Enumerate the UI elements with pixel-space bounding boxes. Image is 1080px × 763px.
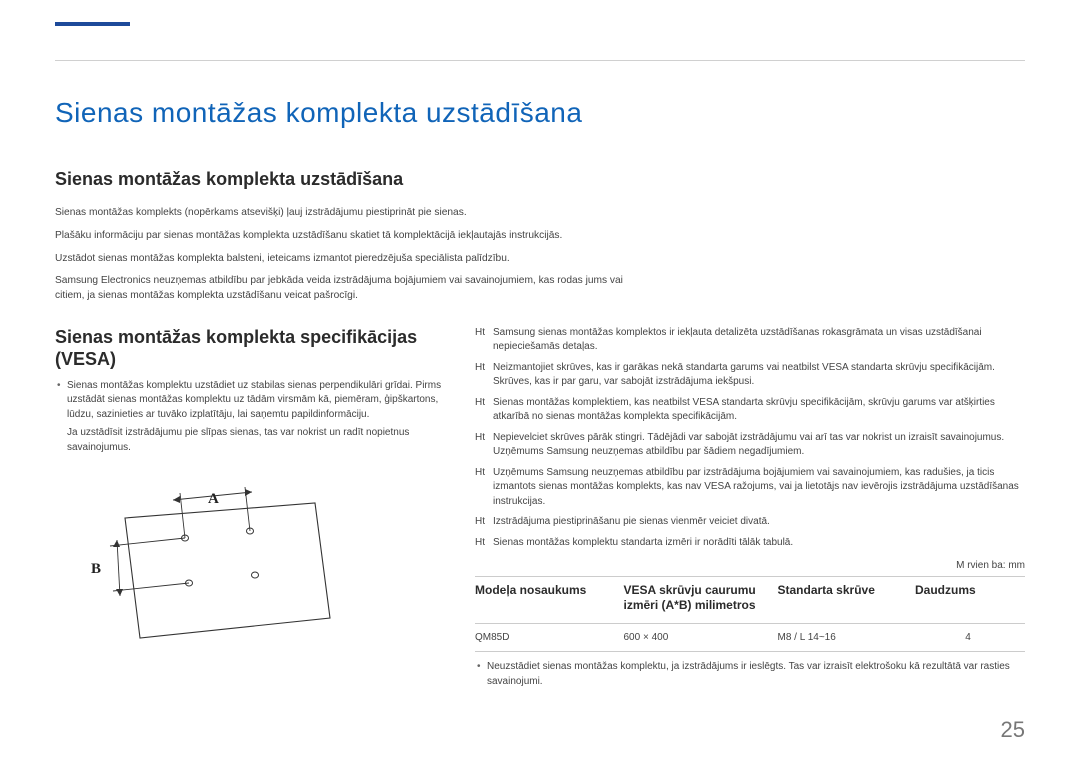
note-row: HtNeizmantojiet skrūves, kas ir garākas … <box>475 361 1025 390</box>
note-label: Ht <box>475 515 493 530</box>
spec-bullet-sub: Ja uzstādīsit izstrādājumu pie slīpas si… <box>55 426 445 455</box>
spec-bullet-sub-text: Ja uzstādīsit izstrādājumu pie slīpas si… <box>67 427 409 453</box>
unit-note: M rvien ba: mm <box>475 560 1025 571</box>
section-sub-title: Sienas montāžas komplekta uzstādīšana <box>55 169 1025 190</box>
table-footnote: Neuzstādiet sienas montāžas komplektu, j… <box>475 660 1025 689</box>
note-label: Ht <box>475 396 493 425</box>
note-label: Ht <box>475 466 493 510</box>
table-header: Modeļa nosaukums <box>475 577 624 624</box>
page-main-title: Sienas montāžas komplekta uzstādīšana <box>55 97 1025 129</box>
table-cell: QM85D <box>475 624 624 652</box>
note-label: Ht <box>475 536 493 551</box>
note-text: Nepievelciet skrūves pārāk stingri. Tādē… <box>493 431 1025 460</box>
intro-paragraph: Uzstādot sienas montāžas komplekta balst… <box>55 252 655 267</box>
intro-paragraph: Samsung Electronics neuzņemas atbildību … <box>55 274 655 304</box>
note-text: Samsung sienas montāžas komplektos ir ie… <box>493 326 1025 355</box>
table-cell: 600 × 400 <box>624 624 778 652</box>
header-accent-bar <box>55 22 130 26</box>
intro-paragraph: Plašāku informāciju par sienas montāžas … <box>55 229 655 244</box>
note-text: Sienas montāžas komplektu standarta izmē… <box>493 536 1025 551</box>
note-text: Izstrādājuma piestiprināšanu pie sienas … <box>493 515 1025 530</box>
note-label: Ht <box>475 431 493 460</box>
note-row: HtUzņēmums Samsung neuzņemas atbildību p… <box>475 466 1025 510</box>
note-row: HtSienas montāžas komplektu standarta iz… <box>475 536 1025 551</box>
header-divider <box>55 60 1025 61</box>
right-column: HtSamsung sienas montāžas komplektos ir … <box>475 326 1025 690</box>
note-row: HtNepievelciet skrūves pārāk stingri. Tā… <box>475 431 1025 460</box>
table-header: Daudzums <box>915 577 1025 624</box>
spec-bullet: Sienas montāžas komplektu uzstādiet uz s… <box>55 379 445 423</box>
note-label: Ht <box>475 326 493 355</box>
note-row: HtIzstrādājuma piestiprināšanu pie siena… <box>475 515 1025 530</box>
note-text: Neizmantojiet skrūves, kas ir garākas ne… <box>493 361 1025 390</box>
vesa-diagram: A B <box>55 473 445 658</box>
diagram-label-b: B <box>91 561 101 577</box>
note-row: HtSienas montāžas komplektiem, kas neatb… <box>475 396 1025 425</box>
note-text: Sienas montāžas komplektiem, kas neatbil… <box>493 396 1025 425</box>
table-cell: 4 <box>915 624 1025 652</box>
spec-section-title: Sienas montāžas komplekta specifikācijas… <box>55 326 445 371</box>
note-text: Uzņēmums Samsung neuzņemas atbildību par… <box>493 466 1025 510</box>
note-label: Ht <box>475 361 493 390</box>
table-header: VESA skrūvju caurumu izmēri (A*B) milime… <box>624 577 778 624</box>
note-row: HtSamsung sienas montāžas komplektos ir … <box>475 326 1025 355</box>
diagram-label-a: A <box>208 491 219 507</box>
page-number: 25 <box>1001 717 1025 743</box>
intro-paragraph: Sienas montāžas komplekts (nopērkams ats… <box>55 206 655 221</box>
table-row: QM85D 600 × 400 M8 / L 14~16 4 <box>475 624 1025 652</box>
table-cell: M8 / L 14~16 <box>778 624 916 652</box>
table-header: Standarta skrūve <box>778 577 916 624</box>
vesa-spec-table: Modeļa nosaukums VESA skrūvju caurumu iz… <box>475 576 1025 652</box>
left-column: Sienas montāžas komplekta specifikācijas… <box>55 326 445 690</box>
